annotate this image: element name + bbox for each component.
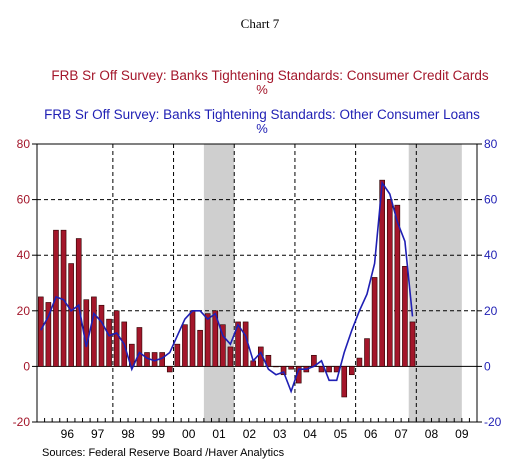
bar-credit-cards-46 [386,199,393,367]
source-note: Sources: Federal Reserve Board /Haver An… [42,447,285,459]
bar-credit-cards-42 [356,357,363,367]
bar-credit-cards-25 [227,346,234,367]
bar-credit-cards-24 [220,324,226,367]
bar-credit-cards-47 [394,204,401,367]
bar-credit-cards-30 [265,354,272,367]
y-right-tick-label-60: 60 [484,193,498,207]
bar-credit-cards-44 [371,277,378,367]
bar-credit-cards-7 [91,296,97,367]
bar-credit-cards-31 [273,366,279,368]
bar-credit-cards-49 [409,321,416,367]
recession-band-1 [203,144,235,422]
legend-series-2-name: FRB Sr Off Survey: Banks Tightening Stan… [44,107,480,122]
x-tick-label-96: 96 [61,427,75,441]
y-left-tick-label-20: 20 [17,304,31,318]
bar-credit-cards-45 [379,179,385,367]
bar-credit-cards-10 [113,310,120,367]
bar-credit-cards-48 [402,266,408,367]
bar-credit-cards-13 [136,327,143,367]
line-other-consumer-loans [40,180,414,394]
x-tick-label-03: 03 [273,427,287,441]
y-left-tick-label-0: 0 [23,359,30,373]
bar-credit-cards-32 [280,366,287,376]
y-right-tick-label-20: 20 [484,304,498,318]
bar-credit-cards-20 [189,310,196,367]
x-tick-label-05: 05 [334,427,348,441]
bar-credit-cards-41 [349,366,355,376]
bar-credit-cards-5 [75,238,82,367]
bar-credit-cards-40 [341,366,348,398]
bar-credit-cards-1 [45,302,52,367]
x-tick-label-09: 09 [455,427,469,441]
x-tick-label-07: 07 [394,427,408,441]
bar-credit-cards-21 [197,329,203,367]
x-tick-label-06: 06 [364,427,378,441]
x-tick-label-98: 98 [121,427,135,441]
y-left-tick-label-40: 40 [17,248,31,262]
y-right-tick-label-0: 0 [484,359,491,373]
bar-credit-cards-33 [288,366,294,370]
x-tick-label-02: 02 [243,427,257,441]
bar-credit-cards-38 [326,366,332,373]
chart-title: Chart 7 [241,16,280,31]
x-tick-label-04: 04 [303,427,317,441]
bar-credit-cards-0 [37,296,44,367]
bar-credit-cards-4 [68,263,74,367]
x-tick-label-01: 01 [212,427,226,441]
x-tick-label-08: 08 [425,427,439,441]
y-left-tick-label--20: -20 [13,415,31,429]
bar-credit-cards-8 [98,304,105,367]
y-left-tick-label-80: 80 [17,137,31,151]
legend-series-2-unit: % [256,121,268,136]
legend-series-1-unit: % [256,82,268,97]
bar-credit-cards-12 [129,343,135,367]
bar-credit-cards-19 [182,324,188,367]
bar-credit-cards-43 [364,338,370,367]
bar-credit-cards-9 [106,318,112,367]
bar-credit-cards-26 [235,321,241,367]
bar-credit-cards-18 [174,343,181,367]
bar-credit-cards-17 [166,366,173,373]
y-right-tick-label-80: 80 [484,137,498,151]
y-left-tick-label-60: 60 [17,193,31,207]
legend-series-1-name: FRB Sr Off Survey: Banks Tightening Stan… [51,68,488,83]
recession-band-2 [408,144,462,422]
x-tick-label-00: 00 [182,427,196,441]
x-tick-label-99: 99 [152,427,166,441]
plot-area: 96 97 98 99 00 01 02 03 04 05 06 07 08 09 -20 0 20 40 60 80… [13,137,502,441]
plot-frame [36,143,478,423]
y-right-tick-label-40: 40 [484,248,498,262]
bar-credit-cards-22 [204,313,211,367]
bar-credit-cards-23 [212,310,219,367]
x-tick-label-97: 97 [91,427,105,441]
y-right-tick-label--20: -20 [484,415,502,429]
